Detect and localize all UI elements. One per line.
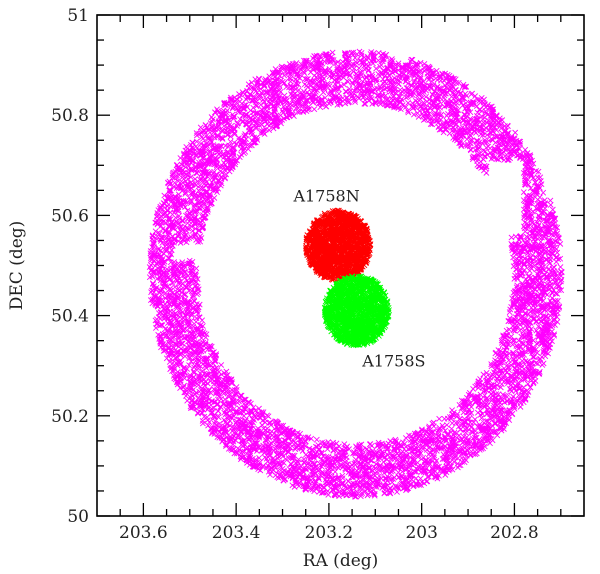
series-1-points [302,207,374,284]
y-tick-label: 50.6 [51,206,89,226]
y-tick-label: 51 [67,6,89,26]
y-tick-label: 50 [67,507,89,527]
series-2-points [321,273,392,349]
x-tick-label: 203.6 [119,523,168,543]
y-tick-label: 50.4 [51,307,89,327]
series-0 [146,48,565,500]
x-tick-label: 202.8 [490,523,539,543]
ticks-layer [97,14,584,517]
labels-layer: 203.6 203.4 203.2 203 202.8 50 50.2 50.4 50.6 50.… [51,6,539,543]
x-tick-label: 203 [405,523,437,543]
y-tick-label: 50.2 [51,407,89,427]
x-tick-label: 203.4 [212,523,261,543]
y-axis-label: DEC (deg) [7,221,27,311]
points-layer [146,48,565,500]
x-tick-label: 203.2 [305,523,354,543]
series-1 [302,207,374,284]
series-2 [321,273,392,349]
series-0-points [146,48,565,500]
annotation-a1758n: A1758N [292,186,359,205]
x-axis-label: RA (deg) [303,551,379,571]
y-tick-label: 50.8 [51,106,89,126]
annotation-a1758s: A1758S [361,352,425,371]
